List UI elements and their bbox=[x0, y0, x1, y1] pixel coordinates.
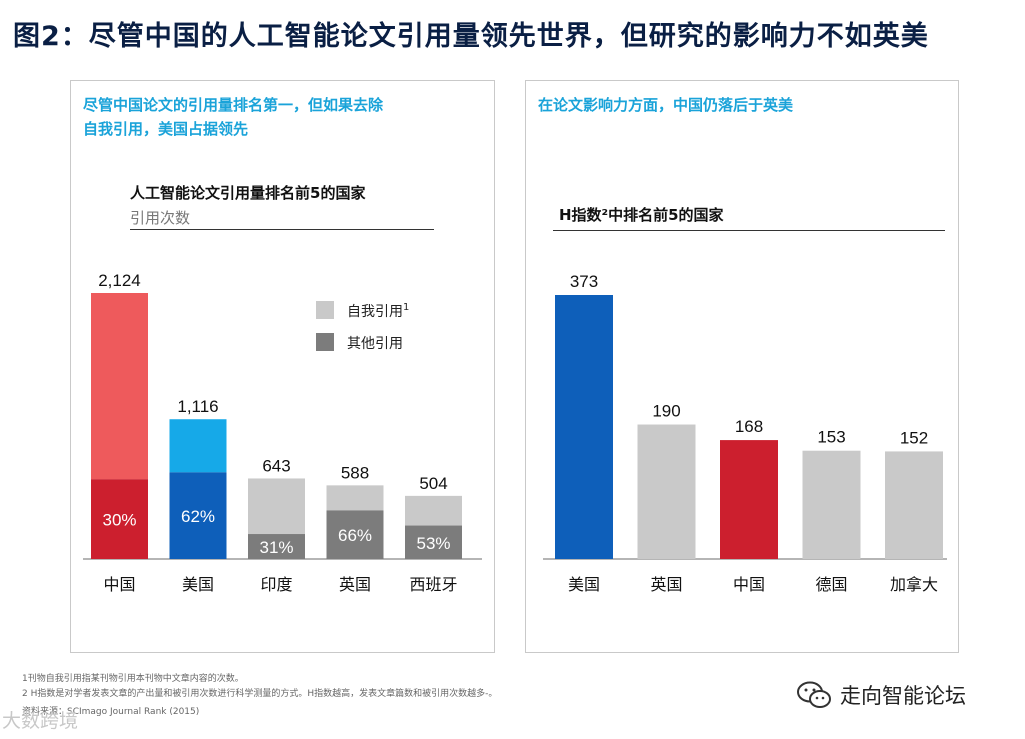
category-label: 中国 bbox=[103, 575, 135, 594]
bar-share-label: 31% bbox=[259, 538, 293, 557]
bar-upper-segment bbox=[326, 485, 384, 511]
citations-panel: 尽管中国论文的引用量排名第一，但如果去除 自我引用，美国占据领先 人工智能论文引… bbox=[70, 80, 495, 653]
footnote-source: 资料来源：SCImago Journal Rank (2015) bbox=[22, 707, 200, 717]
bar-upper-segment bbox=[169, 419, 227, 473]
bar-share-label: 53% bbox=[416, 534, 450, 553]
bar-lower-segment bbox=[169, 472, 227, 559]
citations-chart-subtitle: 引用次数 bbox=[130, 209, 191, 227]
bar-value-label: 168 bbox=[735, 417, 763, 436]
bar bbox=[802, 450, 861, 559]
category-label: 中国 bbox=[733, 575, 765, 594]
bar-value-label: 190 bbox=[652, 402, 680, 421]
heading-line-2: 自我引用，美国占据领先 bbox=[83, 120, 249, 138]
citations-chart-title: 人工智能论文引用量排名前5的国家 bbox=[130, 184, 366, 202]
title-rule bbox=[553, 230, 945, 231]
bar-lower-segment bbox=[91, 479, 148, 559]
bar-value-label: 153 bbox=[817, 428, 845, 447]
category-label: 美国 bbox=[182, 575, 214, 594]
bar-share-label: 66% bbox=[338, 526, 372, 545]
category-label: 加拿大 bbox=[890, 575, 938, 594]
h-index-chart: 373 美国 190 英国 168 中国 153 德国 152 加拿大 bbox=[543, 272, 947, 594]
watermark-right: 走向智能论坛 bbox=[840, 684, 966, 708]
bar bbox=[637, 424, 696, 559]
category-label: 美国 bbox=[568, 575, 600, 594]
legend-swatch bbox=[316, 301, 334, 319]
bar-upper-segment bbox=[405, 495, 462, 526]
bar bbox=[555, 295, 613, 559]
bar bbox=[720, 440, 778, 559]
bar-total-label: 1,116 bbox=[177, 397, 218, 416]
bar-value-label: 373 bbox=[570, 272, 598, 291]
citations-chart: 2,124 30% 中国 1,116 62% 美国 643 31% 印度 588 66% 英国 504 5… bbox=[83, 271, 482, 594]
bar-share-label: 62% bbox=[181, 507, 215, 526]
legend-label: 自我引用1 bbox=[347, 302, 409, 320]
legend-label: 其他引用 bbox=[347, 336, 403, 352]
bar-total-label: 504 bbox=[419, 474, 447, 493]
category-label: 西班牙 bbox=[409, 575, 457, 594]
heading-line-1: 尽管中国论文的引用量排名第一，但如果去除 bbox=[83, 96, 384, 114]
bar-share-label: 30% bbox=[102, 511, 136, 530]
bar-upper-segment bbox=[248, 478, 305, 535]
page-title: 图2：尽管中国的人工智能论文引用量领先世界，但研究的影响力不如英美 bbox=[13, 21, 929, 52]
bar-total-label: 643 bbox=[262, 456, 290, 475]
bar-lower-segment bbox=[248, 534, 305, 559]
bar-total-label: 2,124 bbox=[98, 271, 141, 290]
watermark-left: 大数跨境 bbox=[2, 710, 79, 732]
footnote-2: 2 H指数是对学者发表文章的产出量和被引用次数进行科学测量的方式。H指数越高，发… bbox=[22, 689, 498, 699]
citations-panel-heading: 尽管中国论文的引用量排名第一，但如果去除 自我引用，美国占据领先 bbox=[83, 93, 383, 141]
h-index-panel: 在论文影响力方面，中国仍落后于英美 H指数²中排名前5的国家 373 美国 190 英… bbox=[525, 80, 959, 653]
legend-swatch bbox=[316, 333, 334, 351]
bar-upper-segment bbox=[91, 293, 148, 480]
h-index-chart-title: H指数²中排名前5的国家 bbox=[559, 206, 724, 224]
bar-value-label: 152 bbox=[900, 428, 928, 447]
footnote-1: 1刊物自我引用指某刊物引用本刊物中文章内容的次数。 bbox=[22, 674, 244, 684]
category-label: 印度 bbox=[260, 575, 292, 594]
bar-lower-segment bbox=[405, 525, 462, 559]
bar bbox=[885, 451, 943, 559]
title-rule bbox=[130, 229, 434, 230]
h-index-panel-heading: 在论文影响力方面，中国仍落后于英美 bbox=[538, 96, 794, 114]
category-label: 英国 bbox=[650, 575, 682, 594]
category-label: 英国 bbox=[339, 575, 371, 594]
wechat-icon bbox=[796, 680, 832, 710]
bar-total-label: 588 bbox=[341, 463, 369, 482]
bar-lower-segment bbox=[326, 510, 384, 559]
category-label: 德国 bbox=[815, 575, 847, 594]
